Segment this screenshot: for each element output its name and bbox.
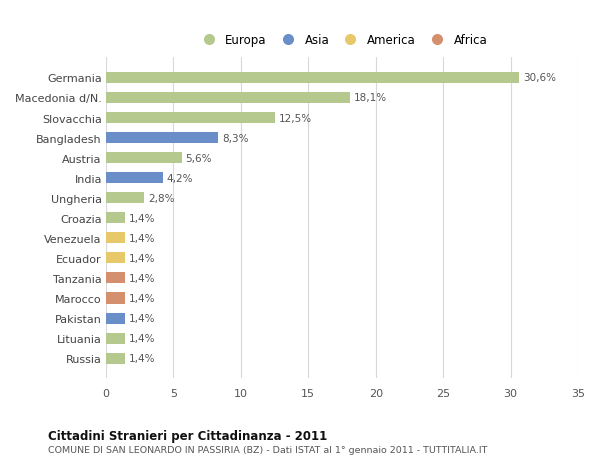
- Text: 1,4%: 1,4%: [129, 313, 155, 323]
- Text: 12,5%: 12,5%: [278, 113, 312, 123]
- Bar: [106, 173, 163, 184]
- Bar: [106, 133, 218, 144]
- Text: 4,2%: 4,2%: [167, 174, 193, 183]
- Bar: [106, 353, 125, 364]
- Bar: [106, 213, 125, 224]
- Bar: [106, 193, 144, 204]
- Bar: [106, 93, 350, 104]
- Bar: [106, 233, 125, 244]
- Text: 1,4%: 1,4%: [129, 353, 155, 364]
- Text: 5,6%: 5,6%: [185, 153, 212, 163]
- Text: Cittadini Stranieri per Cittadinanza - 2011: Cittadini Stranieri per Cittadinanza - 2…: [48, 429, 327, 442]
- Text: 1,4%: 1,4%: [129, 233, 155, 243]
- Bar: [106, 273, 125, 284]
- Legend: Europa, Asia, America, Africa: Europa, Asia, America, Africa: [194, 32, 490, 50]
- Text: 1,4%: 1,4%: [129, 274, 155, 283]
- Bar: [106, 73, 518, 84]
- Text: 1,4%: 1,4%: [129, 253, 155, 263]
- Text: 8,3%: 8,3%: [222, 133, 248, 143]
- Bar: [106, 293, 125, 304]
- Bar: [106, 253, 125, 264]
- Bar: [106, 333, 125, 344]
- Bar: [106, 153, 182, 164]
- Text: 2,8%: 2,8%: [148, 193, 175, 203]
- Text: 1,4%: 1,4%: [129, 333, 155, 343]
- Text: 1,4%: 1,4%: [129, 213, 155, 224]
- Text: 18,1%: 18,1%: [354, 93, 387, 103]
- Bar: [106, 113, 275, 124]
- Text: 1,4%: 1,4%: [129, 293, 155, 303]
- Text: 30,6%: 30,6%: [523, 73, 556, 83]
- Text: COMUNE DI SAN LEONARDO IN PASSIRIA (BZ) - Dati ISTAT al 1° gennaio 2011 - TUTTIT: COMUNE DI SAN LEONARDO IN PASSIRIA (BZ) …: [48, 445, 487, 454]
- Bar: [106, 313, 125, 324]
